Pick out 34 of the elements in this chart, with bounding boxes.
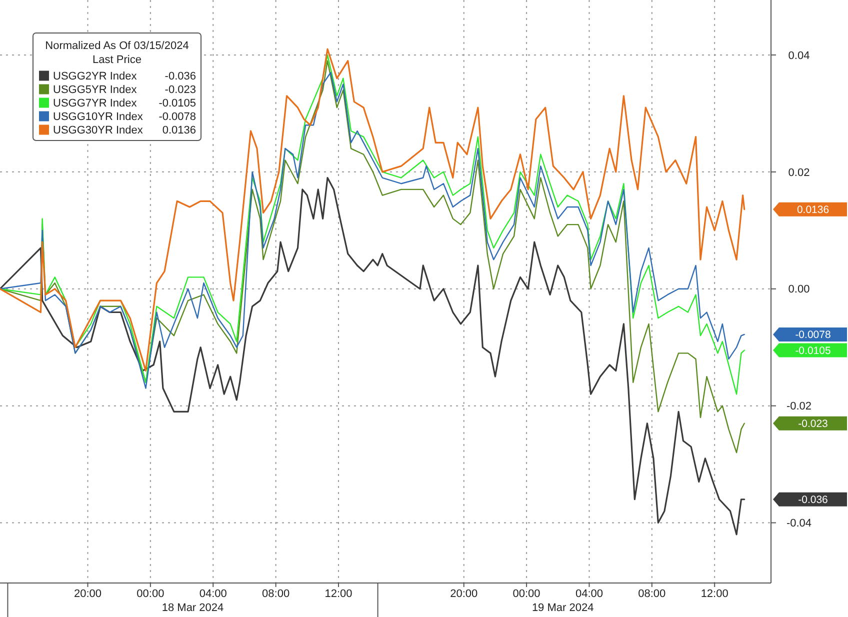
text: -0.0105 xyxy=(795,344,831,357)
x-tick-label: 00:00 xyxy=(512,588,540,600)
text: 18 Mar 2024 xyxy=(162,602,224,614)
legend-title: Normalized As Of 03/15/2024 Last Price xyxy=(45,40,189,66)
annotation: 0.0136 xyxy=(162,124,196,137)
annotation: -0.023 xyxy=(164,84,196,96)
y-tick-label: -0.02 xyxy=(786,400,812,413)
line-series xyxy=(0,176,746,536)
y-tick-label: 0.00 xyxy=(788,284,810,296)
x-tick-label: 12:00 xyxy=(324,588,352,600)
y-tick-label: 0.04 xyxy=(788,50,810,62)
text: -0.036 xyxy=(798,494,828,506)
x-tick-label: 08:00 xyxy=(638,588,666,600)
annotation: -0.0105 xyxy=(158,98,196,110)
legend-label: USGG10YR Index xyxy=(53,111,144,124)
text: -0.023 xyxy=(798,418,828,430)
annotation: -0.036 xyxy=(164,70,196,83)
legend-label: USGG5YR Index xyxy=(53,84,138,96)
x-tick-label: 00:00 xyxy=(136,588,164,600)
text: -0.0078 xyxy=(795,329,831,342)
x-tick-label: 12:00 xyxy=(700,588,728,600)
y-tick-label: 0.02 xyxy=(788,166,810,179)
x-tick-label: 04:00 xyxy=(575,588,603,600)
x-tick-label: 08:00 xyxy=(262,588,290,600)
legend-label: USGG30YR Index xyxy=(53,124,144,137)
text: 0.0136 xyxy=(796,204,830,216)
x-tick-label: 20:00 xyxy=(450,588,478,600)
annotation: -0.0078 xyxy=(158,111,196,124)
legend-label: USGG2YR Index xyxy=(53,70,138,83)
x-tick-label: 20:00 xyxy=(74,588,102,600)
y-tick-label: -0.04 xyxy=(786,518,812,530)
text: 19 Mar 2024 xyxy=(532,602,594,614)
x-tick-label: 04:00 xyxy=(199,588,227,600)
legend-label: USGG7YR Index xyxy=(53,98,138,110)
